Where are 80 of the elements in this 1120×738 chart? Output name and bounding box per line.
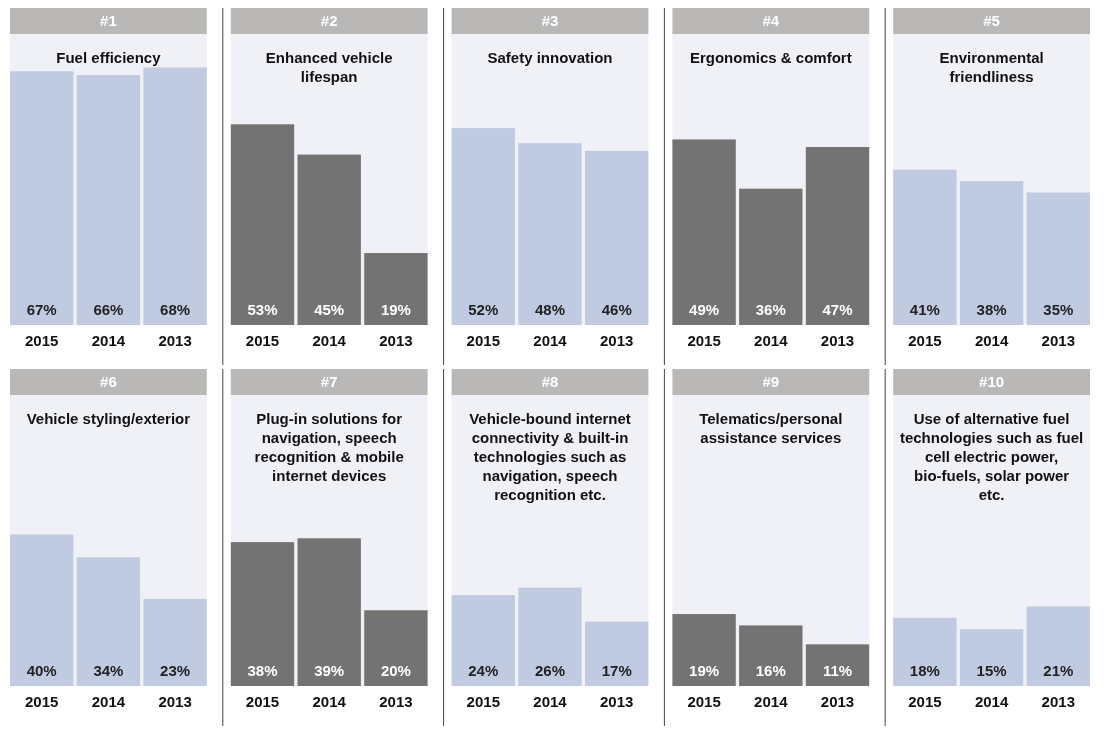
data-label: 38% bbox=[247, 662, 278, 679]
data-label: 45% bbox=[314, 301, 345, 318]
chart-title: #6 bbox=[100, 373, 117, 390]
x-tick-label: 2013 bbox=[820, 332, 855, 349]
data-label: 23% bbox=[160, 662, 191, 679]
x-tick-label: 2014 bbox=[754, 332, 789, 349]
data-label: 48% bbox=[534, 301, 566, 318]
x-tick-label: 2013 bbox=[600, 693, 634, 710]
data-label: 49% bbox=[689, 301, 720, 318]
x-tick-label: 2015 bbox=[687, 693, 721, 710]
chart-subtitle: Use of alternative fuel technologies such as fuel cell electric power, bio-fuels, solar power etc. bbox=[899, 410, 1084, 503]
data-label: 17% bbox=[601, 662, 632, 679]
x-tick-label: 2015 bbox=[687, 332, 721, 349]
data-label: 40% bbox=[26, 662, 57, 679]
x-tick-label: 2013 bbox=[379, 332, 413, 349]
data-label: 19% bbox=[380, 301, 411, 318]
data-label: 21% bbox=[1043, 662, 1074, 679]
data-label: 52% bbox=[468, 301, 499, 318]
chart-subtitle: Telematics/personal assistance services bbox=[699, 410, 843, 446]
chart-subtitle: Enhanced vehicle lifespan bbox=[265, 49, 393, 85]
chart-subtitle: Vehicle-bound internet connectivity & built-in technologies such as navigation, speech recognition etc. bbox=[469, 410, 631, 503]
chart-title: #2 bbox=[320, 12, 338, 29]
data-label: 18% bbox=[909, 662, 940, 679]
x-tick-label: 2015 bbox=[245, 693, 280, 710]
data-label: 16% bbox=[755, 662, 786, 679]
data-label: 38% bbox=[976, 301, 1007, 318]
x-tick-label: 2014 bbox=[974, 332, 1009, 349]
x-tick-label: 2015 bbox=[466, 693, 500, 710]
chart-title: #1 bbox=[100, 12, 117, 29]
x-tick-label: 2015 bbox=[466, 332, 500, 349]
data-label: 39% bbox=[314, 662, 345, 679]
data-label: 15% bbox=[976, 662, 1007, 679]
data-label: 34% bbox=[93, 662, 124, 679]
data-label: 68% bbox=[160, 301, 191, 318]
chart-title: #9 bbox=[762, 373, 780, 390]
x-tick-label: 2013 bbox=[158, 693, 192, 710]
x-tick-label: 2013 bbox=[1041, 693, 1075, 710]
x-tick-label: 2014 bbox=[754, 693, 789, 710]
chart-title: #7 bbox=[320, 373, 338, 390]
x-tick-label: 2014 bbox=[533, 332, 568, 349]
x-tick-label: 2015 bbox=[25, 332, 59, 349]
chart-subtitle: Environmental friendliness bbox=[939, 49, 1044, 85]
chart-subtitle: Fuel efficiency bbox=[56, 49, 162, 66]
x-tick-label: 2015 bbox=[25, 693, 59, 710]
data-label: 24% bbox=[468, 662, 499, 679]
x-tick-label: 2015 bbox=[908, 332, 942, 349]
x-tick-label: 2013 bbox=[820, 693, 855, 710]
data-label: 53% bbox=[247, 301, 278, 318]
x-tick-label: 2014 bbox=[533, 693, 568, 710]
x-tick-label: 2013 bbox=[158, 332, 192, 349]
data-label: 26% bbox=[534, 662, 566, 679]
data-label: 66% bbox=[93, 301, 124, 318]
x-tick-label: 2013 bbox=[1041, 332, 1075, 349]
data-label: 35% bbox=[1043, 301, 1074, 318]
data-label: 11% bbox=[822, 662, 853, 679]
data-label: 46% bbox=[601, 301, 632, 318]
chart-title: #5 bbox=[983, 12, 1000, 29]
x-tick-label: 2014 bbox=[312, 693, 347, 710]
data-label: 47% bbox=[822, 301, 853, 318]
x-tick-label: 2013 bbox=[600, 332, 634, 349]
chart-subtitle: Plug-in solutions for navigation, speech recognition & mobile internet devices bbox=[254, 410, 404, 484]
data-label: 19% bbox=[689, 662, 720, 679]
x-tick-label: 2014 bbox=[312, 332, 347, 349]
data-label: 20% bbox=[380, 662, 411, 679]
x-tick-label: 2015 bbox=[908, 693, 942, 710]
x-tick-label: 2013 bbox=[379, 693, 413, 710]
x-tick-label: 2014 bbox=[91, 332, 126, 349]
chart-subtitle: Ergonomics & comfort bbox=[689, 49, 852, 66]
chart-subtitle: Safety innovation bbox=[487, 49, 613, 66]
chart-title: #3 bbox=[541, 12, 559, 29]
data-label: 36% bbox=[755, 301, 786, 318]
x-tick-label: 2015 bbox=[245, 332, 280, 349]
chart-title: #4 bbox=[762, 12, 780, 29]
data-label: 67% bbox=[26, 301, 57, 318]
data-label: 41% bbox=[909, 301, 940, 318]
x-tick-label: 2014 bbox=[974, 693, 1009, 710]
chart-title: #10 bbox=[979, 373, 1005, 390]
chart-subtitle: Vehicle styling/exterior bbox=[26, 410, 191, 427]
chart-title: #8 bbox=[541, 373, 559, 390]
x-tick-label: 2014 bbox=[91, 693, 126, 710]
